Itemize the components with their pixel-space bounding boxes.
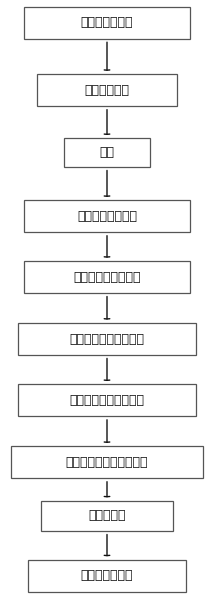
Bar — [18, 323, 196, 355]
Bar — [24, 201, 190, 233]
Bar — [64, 138, 150, 167]
Text: 高磷含量的硅料: 高磷含量的硅料 — [81, 16, 133, 30]
Text: 降束流为零停止熔炼: 降束流为零停止熔炼 — [73, 271, 141, 284]
Text: 去离子水清洗: 去离子水清洗 — [85, 84, 129, 97]
Text: 磷含量低的硅锭: 磷含量低的硅锭 — [81, 569, 133, 582]
Bar — [37, 74, 177, 106]
Text: 凝固后冷却: 凝固后冷却 — [88, 509, 126, 522]
Bar — [24, 261, 190, 293]
Text: 小束流电子束再次熔炼: 小束流电子束再次熔炼 — [70, 333, 144, 345]
Bar — [11, 446, 203, 478]
Bar — [18, 384, 196, 416]
Bar — [28, 560, 186, 592]
Text: 烘干: 烘干 — [100, 146, 114, 159]
Text: 多次重复熔炼和停止熔炼: 多次重复熔炼和停止熔炼 — [66, 456, 148, 469]
Bar — [41, 501, 173, 531]
Bar — [24, 7, 190, 39]
Text: 再降束流为零停止熔炼: 再降束流为零停止熔炼 — [70, 394, 144, 407]
Text: 小束流电子束熔炼: 小束流电子束熔炼 — [77, 210, 137, 223]
